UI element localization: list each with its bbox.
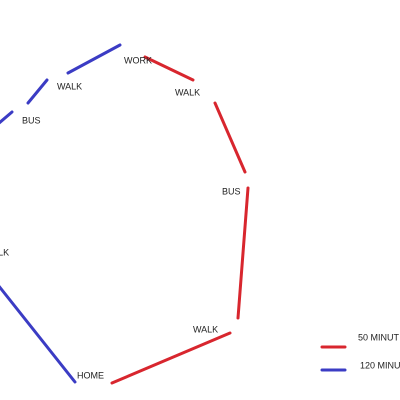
- route-segment: [0, 110, 14, 125]
- route-segment: [236, 186, 250, 320]
- route-segment: [213, 101, 247, 174]
- legend-label: 50 MINUT: [358, 332, 400, 342]
- node-label: BUS: [222, 186, 241, 196]
- route-segment: [0, 285, 77, 384]
- node-label: BUS: [22, 115, 41, 125]
- route-segment: [66, 43, 122, 75]
- node-label: WALK: [0, 247, 9, 257]
- route-segment: [26, 78, 49, 105]
- legend-label: 120 MINU: [360, 360, 400, 370]
- route-segment: [143, 55, 195, 82]
- node-label: WALK: [193, 324, 218, 334]
- node-label: WALK: [175, 87, 200, 97]
- node-label: WALK: [57, 81, 82, 91]
- node-label: HOME: [77, 370, 104, 380]
- node-label: WORK: [124, 55, 152, 65]
- route-segment: [110, 331, 232, 385]
